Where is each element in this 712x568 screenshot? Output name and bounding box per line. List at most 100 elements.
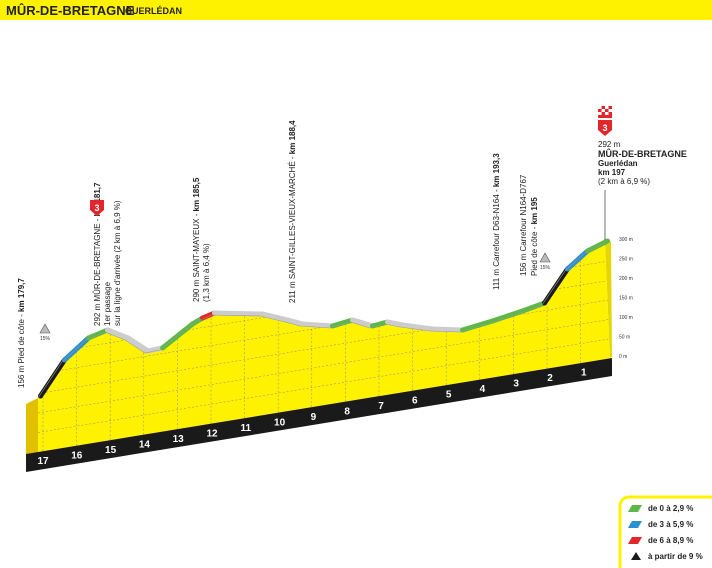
- gradient-segment: [520, 300, 547, 314]
- legend-box: [618, 495, 712, 568]
- legend-swatch: [628, 537, 642, 544]
- annotation-km: km 179,7: [17, 278, 26, 312]
- km-label: 11: [241, 423, 252, 434]
- elevation-label: 300 m: [619, 237, 633, 243]
- climb-badge: [90, 200, 104, 216]
- gradient-segment: [370, 319, 390, 329]
- km-label: 6: [412, 395, 418, 406]
- climb-category: 3: [94, 203, 99, 213]
- finish-climb: (2 km à 6,9 %): [598, 177, 650, 186]
- km-label: 5: [446, 390, 452, 401]
- gradient-segment: [145, 345, 165, 354]
- elevation-label: 250 m: [619, 256, 633, 262]
- annotation-text: 292 m MÛR-DE-BRETAGNE -: [93, 216, 102, 326]
- annotation: 156 m Carrefour N164-D767: [519, 174, 528, 276]
- annotation-text: 211 m SAINT-GILLES-VIEUX-MARCHÉ -: [288, 154, 297, 303]
- km-label: 15: [105, 445, 117, 456]
- gradient-segment: [260, 311, 290, 323]
- km-label: 2: [547, 373, 553, 384]
- legend-label: de 6 à 8,9 %: [648, 536, 693, 545]
- annotation-km: km 188,4: [288, 120, 297, 154]
- gradient-segment: [38, 357, 67, 399]
- gradient-segment: [542, 266, 570, 306]
- elevation-label: 100 m: [619, 315, 633, 321]
- gradient-segment: [285, 317, 305, 327]
- km-label: 4: [480, 384, 486, 395]
- header-subtitle: GUERLÉDAN: [125, 6, 182, 16]
- km-label: 13: [173, 434, 185, 445]
- km-label: 1: [581, 368, 587, 379]
- front-face: [38, 243, 610, 452]
- profile-edge: [37, 242, 606, 399]
- annotation: 111 m Carrefour D63-N164 - km 193,3: [492, 153, 501, 290]
- km-label: 14: [139, 440, 151, 451]
- annotation-text: (1,3 km à 6,4 %): [202, 243, 211, 302]
- annotation-km: km 193,3: [492, 153, 501, 187]
- gradient-segment: [460, 318, 495, 333]
- finish-altitude: 292 m: [598, 140, 621, 149]
- annotation: 292 m MÛR-DE-BRETAGNE - km 181,7: [93, 182, 102, 326]
- legend-swatch: [628, 505, 642, 512]
- annotation-text: 290 m SAINT-MAYEUX -: [192, 211, 201, 302]
- gradient-segment: [585, 238, 610, 254]
- elevation-grid-line: [38, 318, 610, 414]
- header-title: MÛR-DE-BRETAGNE: [6, 3, 135, 18]
- km-label: 10: [274, 417, 286, 428]
- steep-icon: [39, 323, 51, 334]
- gradient-segment: [350, 317, 375, 329]
- km-label: 8: [344, 406, 350, 417]
- annotation: 211 m SAINT-GILLES-VIEUX-MARCHÉ - km 188…: [288, 120, 297, 303]
- annotation-text: Pied de côte -: [530, 224, 539, 276]
- gradient-segment: [385, 319, 405, 328]
- km-label: 17: [37, 456, 49, 467]
- legend-swatch: [631, 552, 641, 560]
- gradient-segment: [105, 327, 130, 341]
- annotations: 156 m Pied de côte - km 179,7 292 m MÛR-D…: [17, 120, 539, 388]
- km-label: 12: [206, 428, 218, 439]
- category-badge: [598, 120, 612, 136]
- side-face: [605, 241, 612, 358]
- gradient-segment: [125, 335, 150, 354]
- finish-category: 3: [602, 123, 607, 133]
- km-label: 16: [71, 451, 83, 462]
- gradient-segment: [212, 310, 265, 317]
- elevation-label: 0 m: [619, 354, 627, 360]
- elevation-label: 200 m: [619, 276, 633, 282]
- legend-label: de 0 à 2,9 %: [648, 504, 693, 513]
- annotation-km: km 185,5: [192, 177, 201, 211]
- finish-place: Guerlédan: [598, 159, 638, 168]
- km-label: 7: [378, 401, 384, 412]
- header-bar: [0, 0, 712, 20]
- annotation-km: km 195: [530, 197, 539, 225]
- steep-label: 15%: [540, 265, 551, 271]
- elevation-label: 50 m: [619, 334, 630, 340]
- annotation-text: sur la ligne d'arrivée (2 km à 6,9 %): [113, 200, 122, 326]
- steep-icon: [539, 252, 551, 263]
- annotation-km: km 181,7: [93, 182, 102, 216]
- legend: de 0 à 2,9 % de 3 à 5,9 % de 6 à 8,9 % à pa…: [628, 504, 703, 561]
- profile: 17 16 15 14 13 12 11 10 9 8 7 6 5 4 3 2 1 0 m 50 m 100 m 150…: [26, 237, 633, 472]
- km-label: 3: [513, 379, 519, 390]
- gradient-segment: [400, 322, 435, 332]
- legend-label: à partir de 9 %: [648, 552, 703, 561]
- annotation: 290 m SAINT-MAYEUX - km 185,5: [192, 177, 201, 302]
- gradient-segment: [490, 308, 525, 324]
- gradient-segment: [430, 326, 465, 333]
- elevation-label: 150 m: [619, 295, 633, 301]
- annotation: 1er passage: [103, 281, 112, 326]
- annotation: (1,3 km à 6,4 %): [202, 243, 211, 302]
- legend-label: de 3 à 5,9 %: [648, 520, 693, 529]
- gradient-segment: [300, 321, 335, 329]
- gradient-segment: [86, 327, 110, 341]
- legend-swatch: [628, 521, 642, 528]
- gradient-segment: [330, 317, 355, 329]
- annotation-text: 111 m Carrefour D63-N164 -: [492, 187, 501, 290]
- annotation: sur la ligne d'arrivée (2 km à 6,9 %): [113, 200, 122, 326]
- side-face: [26, 398, 38, 458]
- annotation-text: 156 m Pied de côte -: [17, 312, 26, 388]
- base-strip: [26, 357, 612, 472]
- annotation: 156 m Pied de côte - km 179,7: [17, 278, 26, 388]
- steep-label: 15%: [40, 336, 51, 342]
- annotation-text: 1er passage: [103, 281, 112, 326]
